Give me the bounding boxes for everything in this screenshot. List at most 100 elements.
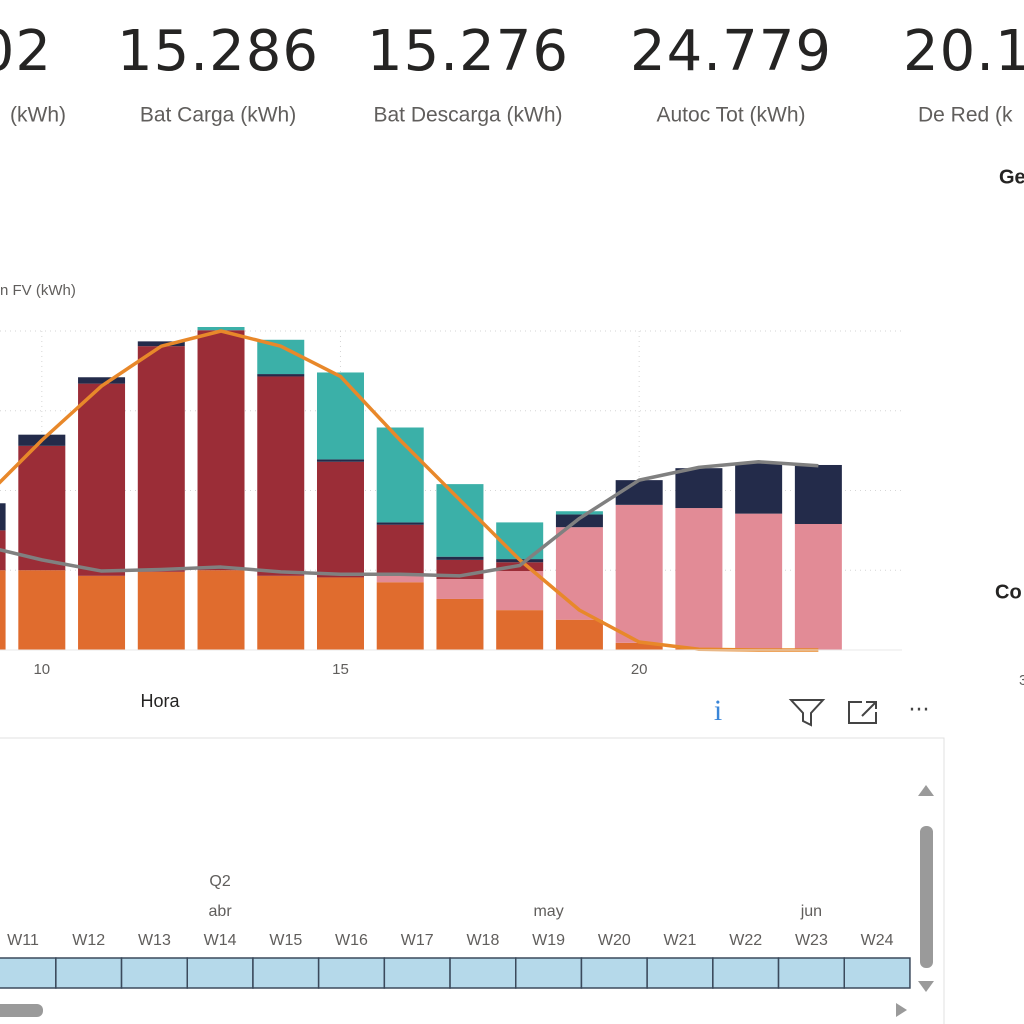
timeline: W11 W12 W13 W14 W15 W16 W17 W18 W19 W20 W21 W22 W23 W… (0, 873, 911, 989)
bar-segment (78, 575, 126, 650)
bar-segment (615, 642, 663, 650)
bar-segment (137, 346, 185, 572)
bar-segment (78, 383, 126, 576)
bar-segment (316, 459, 364, 462)
x-tick-label: 10 (33, 661, 50, 678)
week-cell (580, 957, 648, 989)
week-cell (186, 957, 254, 989)
bar-segment (257, 575, 305, 650)
month-label: may (533, 903, 563, 920)
plot-area: 10 15 20 (0, 327, 902, 678)
bar-segment (316, 372, 364, 460)
week-cell (252, 957, 320, 989)
more-icon[interactable]: ··· (909, 698, 930, 723)
month-label: abr (209, 903, 233, 920)
x-tick-label: 15 (332, 661, 349, 678)
bar-segment (0, 503, 6, 531)
bar-segment (376, 524, 424, 576)
line-series (0, 460, 819, 578)
line-series (0, 329, 819, 652)
bar-segment (197, 327, 245, 331)
kpi-label: (kWh) (10, 104, 66, 127)
kpi-value: 15.276 (367, 19, 569, 84)
side-text: 3 (1019, 672, 1024, 689)
bar-segment (555, 619, 603, 650)
bar-segment (496, 571, 544, 611)
week-label: W13 (138, 932, 171, 949)
bar-segment (197, 570, 245, 650)
bar-segment (675, 468, 723, 509)
kpi-label: Bat Descarga (kWh) (373, 104, 562, 127)
week-label: W14 (204, 932, 237, 949)
week-label: W16 (335, 932, 368, 949)
bar-segment (496, 610, 544, 650)
week-label: W11 (7, 932, 39, 949)
week-label: W15 (269, 932, 302, 949)
kpi-value: 24.779 (630, 19, 832, 84)
y-axis-title: n FV (kWh) (0, 282, 76, 299)
bar-segment (436, 579, 484, 599)
bar-segment (794, 523, 842, 650)
bar-segment (794, 464, 842, 524)
timeline-panel (0, 737, 945, 1024)
week-cell (777, 957, 845, 989)
week-cell (55, 957, 123, 989)
bar-segment (735, 513, 783, 650)
focus-icon[interactable] (848, 701, 877, 724)
kpi-value: 02 (0, 19, 52, 84)
week-label: W17 (401, 932, 434, 949)
bar-segment (0, 570, 6, 650)
kpi-row: 02 (kWh) 15.286 Bat Carga (kWh) 15.276 Bat De… (0, 19, 1024, 126)
bar-segment (555, 527, 603, 620)
filter-icon[interactable] (788, 699, 826, 727)
bar-segment (78, 377, 126, 384)
bar-segment (376, 522, 424, 525)
week-label: W12 (72, 932, 105, 949)
side-title: Ge (999, 166, 1024, 188)
scroll-thumb[interactable] (920, 826, 933, 968)
week-cell (317, 957, 386, 989)
info-icon[interactable]: i (714, 694, 722, 727)
kpi-value: 15.286 (117, 19, 319, 84)
week-label: W21 (664, 932, 697, 949)
side-title: Co (995, 581, 1022, 603)
kpi-label: Autoc Tot (kWh) (657, 104, 806, 127)
week-cell (515, 957, 583, 989)
bar-segment (436, 598, 484, 650)
bar-segment (137, 341, 185, 347)
bar-segment (137, 571, 185, 650)
bar-segment (555, 511, 603, 515)
week-label: W23 (795, 932, 828, 949)
bar-segment (257, 374, 305, 377)
bar-segment (436, 556, 484, 560)
bar-segment (436, 484, 484, 557)
kpi-label: Bat Carga (kWh) (140, 104, 296, 127)
bar-segment (18, 570, 66, 650)
bar-segment (675, 508, 723, 649)
week-cell (712, 957, 780, 989)
kpi-value: 20.1 (903, 19, 1024, 84)
bar-segment (615, 480, 663, 505)
scroll-right[interactable] (896, 1003, 907, 1017)
week-cell (0, 957, 57, 989)
bar-segment (376, 575, 424, 583)
week-label: W19 (532, 932, 565, 949)
h-scroll-thumb[interactable] (0, 1004, 43, 1017)
week-label: W20 (598, 932, 631, 949)
week-label: W18 (466, 932, 499, 949)
bar-segment (376, 582, 424, 650)
week-label: W24 (861, 932, 894, 949)
bar-segment (555, 514, 603, 528)
x-axis-title: Hora (140, 691, 180, 711)
scroll-up[interactable] (918, 785, 934, 796)
bar-segment (197, 330, 245, 571)
week-cell (843, 957, 911, 989)
kpi-label: De Red (k (918, 104, 1013, 127)
bar-segment (257, 376, 305, 576)
week-cell (383, 957, 451, 989)
bar-segment (376, 427, 424, 523)
week-label: W22 (729, 932, 762, 949)
scroll-down[interactable] (918, 981, 934, 992)
